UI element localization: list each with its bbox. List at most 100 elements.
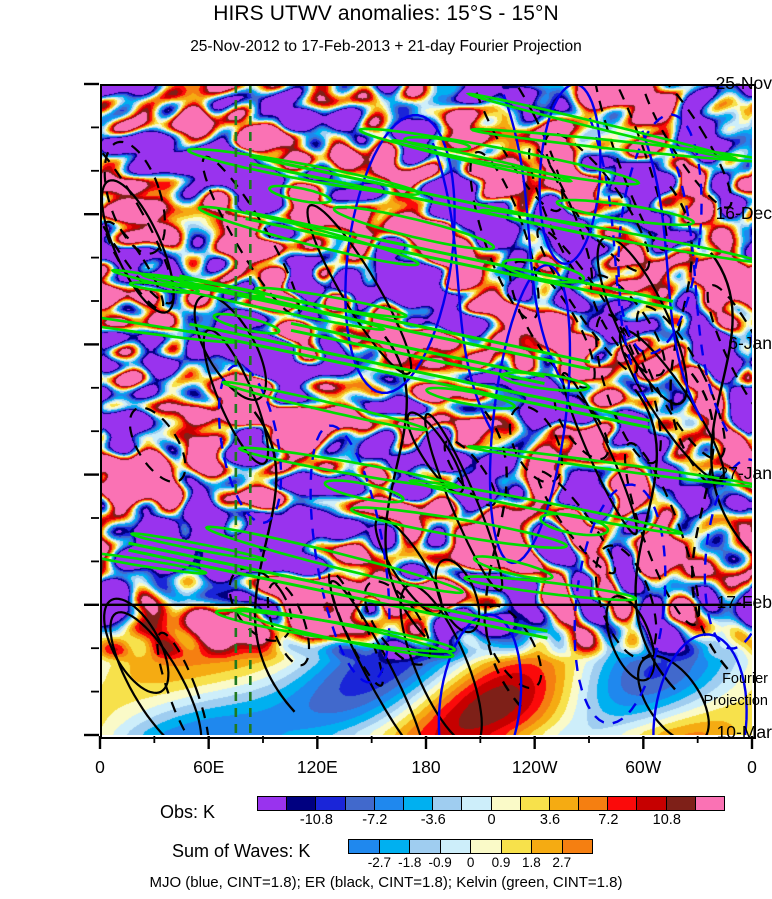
wave-contour — [594, 544, 658, 660]
wave-contour — [129, 532, 268, 562]
fourier-projection-note-line2: Projection — [703, 693, 768, 709]
wave-contour — [403, 135, 472, 151]
wave-contour — [623, 441, 701, 627]
y-tick-label-4: 17-Feb — [716, 592, 772, 612]
obs-colorbar-tick-label: -10.8 — [299, 812, 333, 828]
waves-colorbar-tick-label: -0.9 — [428, 855, 452, 870]
wave-contour — [594, 84, 668, 252]
colorbar-swatch — [315, 797, 345, 810]
wave-contour — [212, 312, 281, 335]
wave-contour — [100, 552, 208, 575]
x-tick-label-3: 180 — [411, 757, 441, 777]
wave-contour — [109, 611, 203, 735]
wave-contour — [472, 555, 554, 581]
wave-contour — [204, 525, 465, 595]
colorbar-swatch — [373, 797, 403, 810]
colorbar-swatch — [432, 797, 462, 810]
colorbar-swatch — [461, 797, 491, 810]
obs-colorbar-tick-label: 3.6 — [539, 812, 561, 828]
wave-contour — [483, 604, 543, 690]
wave-contour — [709, 252, 752, 554]
waves-colorbar-tick-label: 2.7 — [552, 855, 572, 870]
wave-contour — [443, 439, 497, 507]
obs-colorbar-label: Obs: K — [160, 802, 216, 822]
wave-contour — [588, 117, 651, 409]
wave-contour — [268, 184, 332, 205]
wave-contour — [573, 483, 667, 725]
colorbar-swatch — [258, 797, 287, 810]
colorbar-swatch — [490, 797, 520, 810]
wave-contour — [189, 322, 651, 423]
wave-contour — [478, 208, 752, 263]
wave-contour — [245, 217, 674, 310]
x-tick-label-4: 120W — [511, 757, 558, 777]
wave-contour — [595, 312, 662, 465]
x-tick-label-1: 60E — [193, 757, 225, 777]
wave-contour — [245, 210, 674, 303]
wave-contour — [536, 470, 617, 575]
wave-contour — [465, 445, 752, 488]
colorbar-swatch — [548, 797, 579, 810]
colorbar-swatch — [286, 797, 316, 810]
wave-contour — [706, 283, 752, 405]
wave-contour — [290, 328, 545, 385]
wave-contour — [189, 329, 651, 430]
colorbar-swatch — [344, 797, 374, 810]
wave-contour — [469, 127, 752, 163]
colorbar-swatch — [531, 840, 562, 853]
wave-contour-overlay — [100, 84, 752, 735]
wave-contour — [425, 386, 516, 410]
wave-contour — [253, 411, 296, 713]
figure-title: HIRS UTWV anomalies: 15°S - 15°N — [213, 2, 559, 25]
wave-contour — [309, 424, 391, 684]
wave-contour — [618, 328, 726, 483]
wave-contour — [128, 406, 187, 484]
wave-contour — [186, 147, 421, 197]
wave-contour — [254, 286, 408, 319]
colorbar-swatch — [378, 840, 409, 853]
wave-contour — [703, 458, 752, 650]
colorbar-swatch — [349, 840, 379, 853]
wave-contour — [634, 388, 676, 691]
hovmoller-plot-area — [100, 84, 752, 735]
wave-contour — [641, 130, 704, 422]
obs-colorbar-tick-label: 0 — [487, 812, 496, 828]
wave-contour — [399, 583, 483, 735]
wave-contour — [553, 388, 610, 461]
wave-contour — [508, 405, 564, 484]
wave-contour — [100, 316, 239, 344]
wave-contour — [332, 205, 496, 251]
wave-legend-caption: MJO (blue, CINT=1.8); ER (black, CINT=1.… — [149, 874, 623, 891]
figure-subtitle: 25-Nov-2012 to 17-Feb-2013 + 21-day Four… — [190, 38, 582, 55]
colorbar-swatch — [694, 797, 724, 810]
colorbar-swatch — [470, 840, 501, 853]
y-tick-label-0: 25-Nov — [715, 73, 772, 93]
y-tick-label-5: 10-Mar — [716, 722, 772, 742]
wave-contour — [431, 142, 494, 434]
waves-colorbar-tick-label: -2.7 — [367, 855, 392, 870]
wave-contour — [501, 258, 586, 284]
wave-contour — [669, 147, 732, 439]
colorbar-swatch — [409, 840, 440, 853]
wave-contour — [128, 281, 201, 294]
wave-contour — [249, 161, 585, 236]
wave-contour — [323, 479, 405, 504]
wave-contour — [179, 274, 591, 364]
wave-contour — [463, 575, 638, 602]
wave-contour — [128, 541, 548, 633]
wave-contour — [384, 335, 426, 638]
colorbar-swatch — [607, 797, 637, 810]
x-tick-label-5: 60W — [625, 757, 662, 777]
wave-contour — [469, 150, 540, 321]
fourier-projection-note-line1: Fourier — [722, 671, 768, 687]
waves-colorbar-label: Sum of Waves: K — [172, 841, 311, 861]
wave-contour — [465, 92, 739, 161]
wave-contour — [617, 113, 703, 355]
colorbar-swatch — [578, 797, 608, 810]
colorbar-swatch — [519, 797, 549, 810]
colorbar-swatch — [665, 797, 695, 810]
wave-contour — [690, 372, 733, 675]
wave-contour — [589, 274, 666, 377]
colorbar-swatch — [500, 840, 531, 853]
